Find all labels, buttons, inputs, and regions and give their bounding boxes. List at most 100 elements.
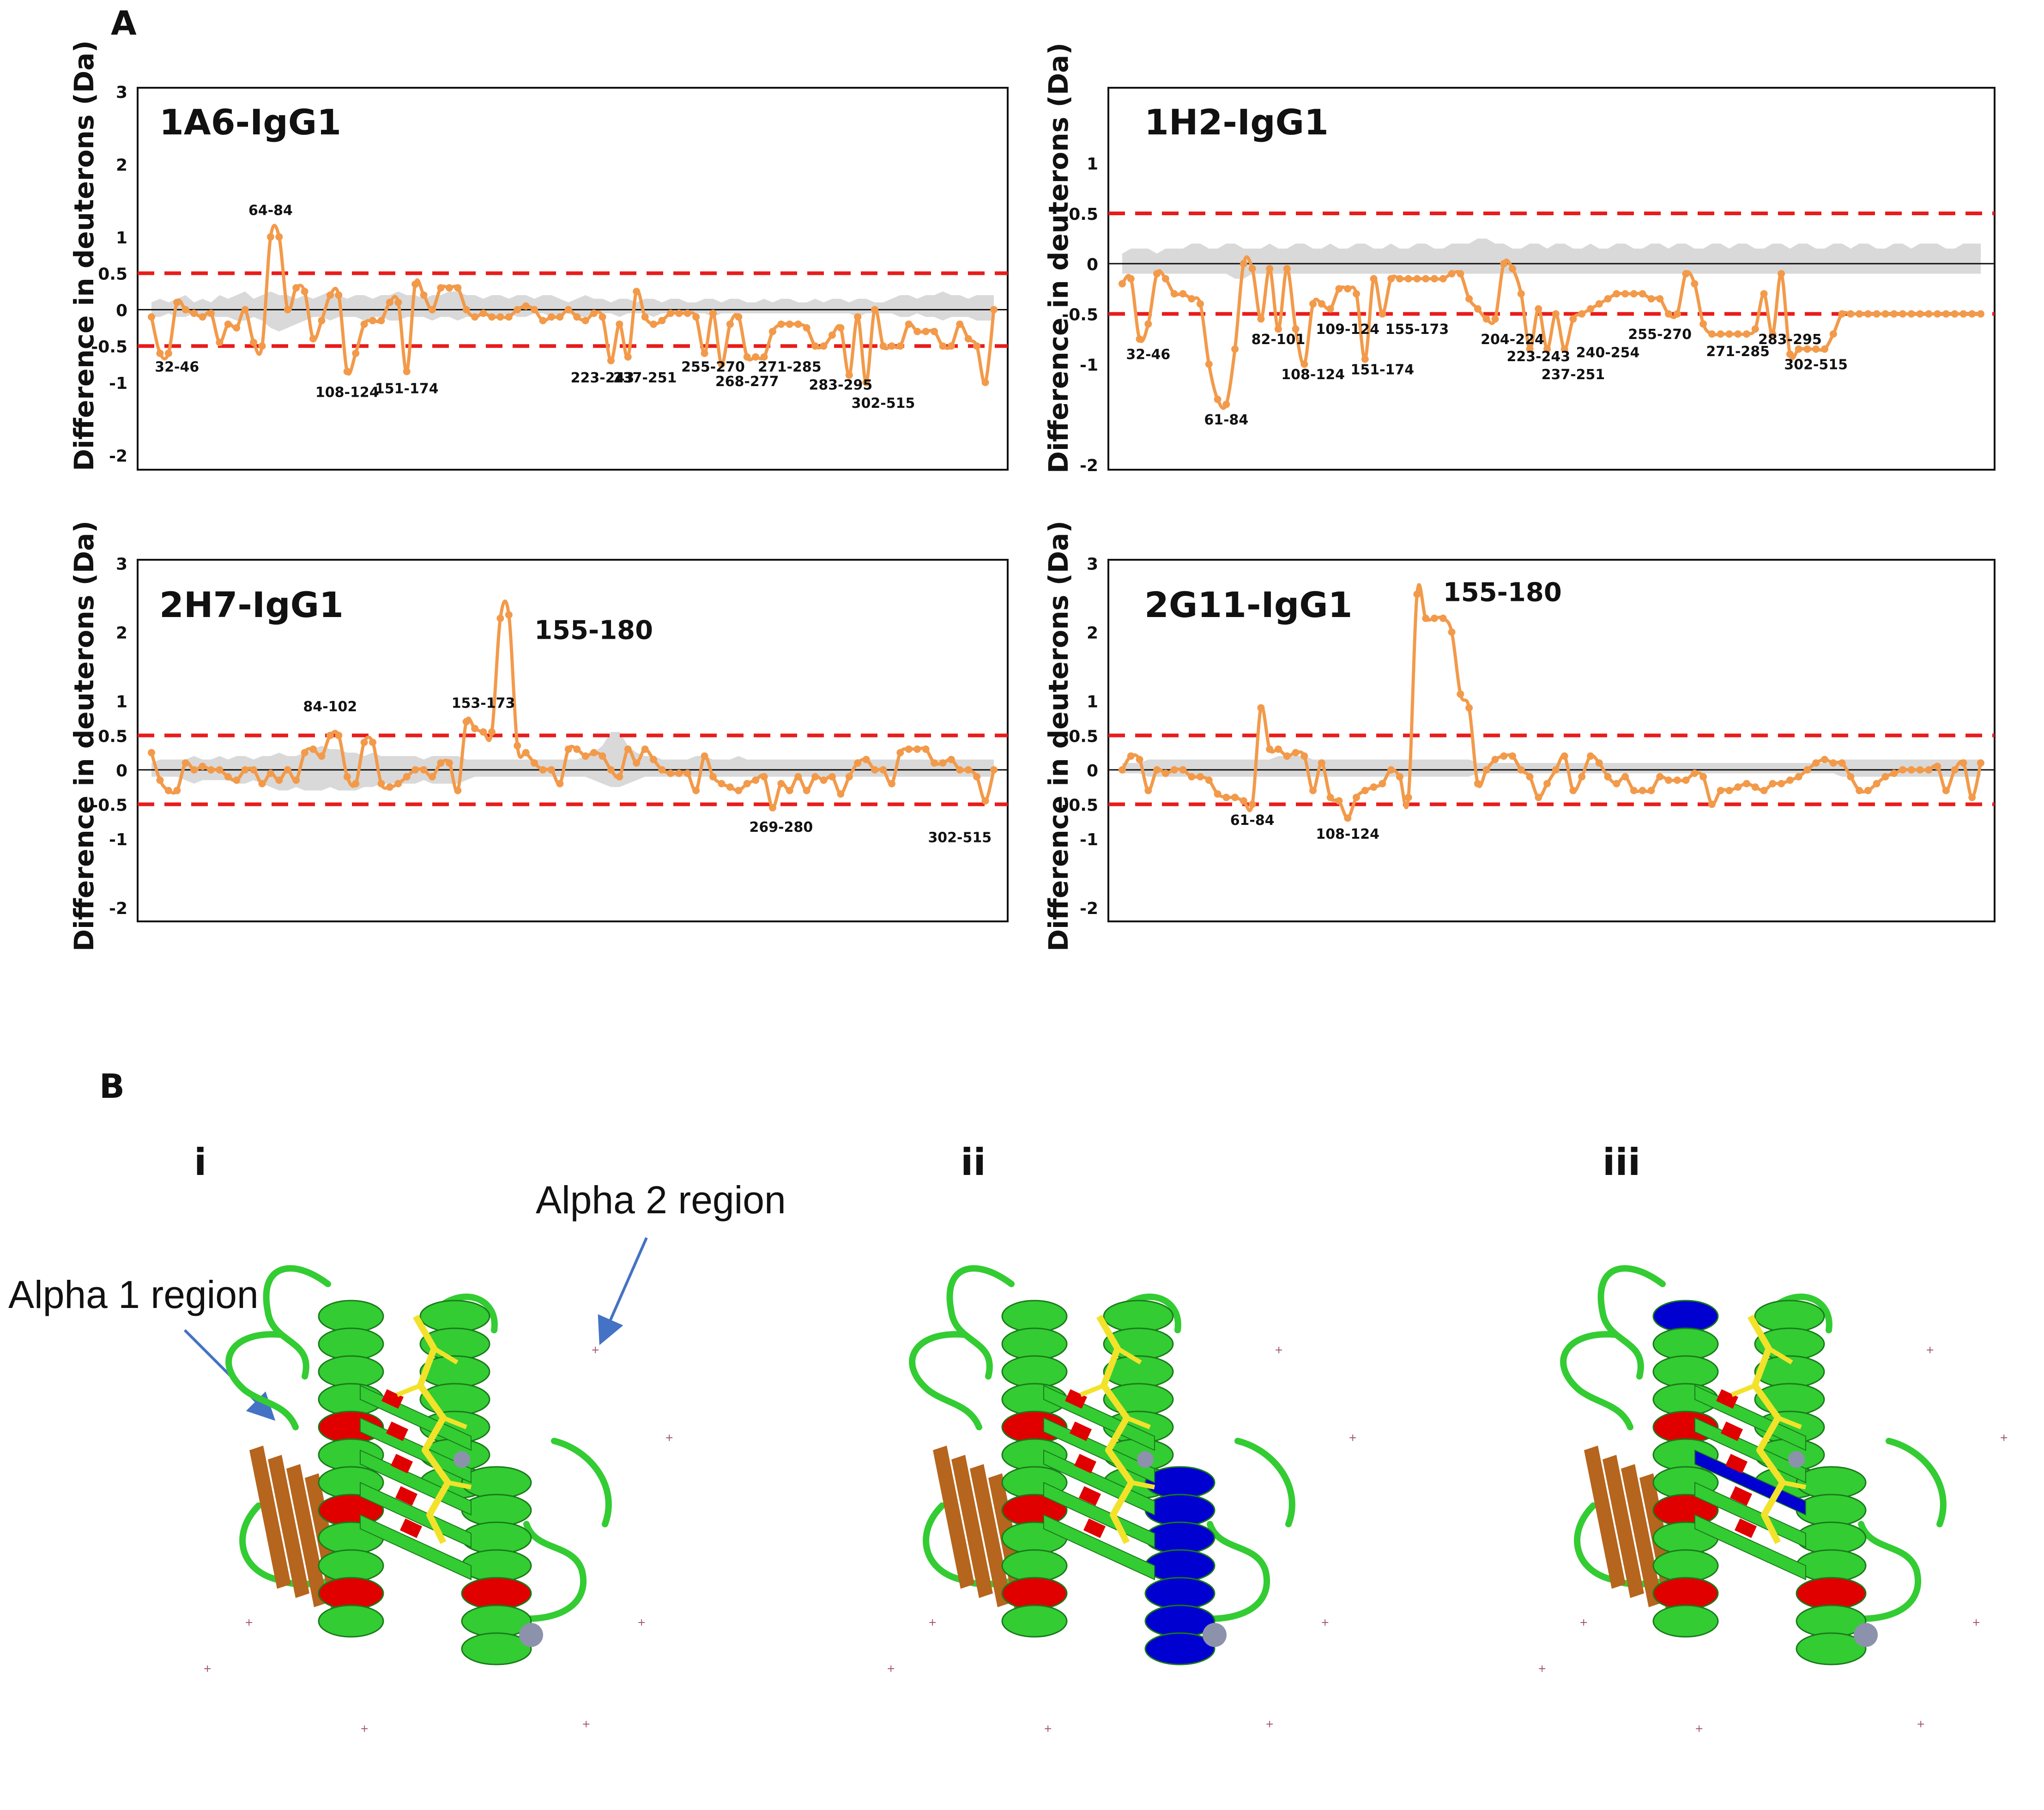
beta-sheet-strand — [360, 1482, 472, 1548]
ligand-sticks — [1096, 1314, 1135, 1544]
data-point — [1205, 360, 1213, 368]
data-point — [1812, 345, 1820, 353]
data-point — [1639, 290, 1646, 298]
loop-coil — [1886, 1438, 1947, 1527]
water-marker: + — [1321, 1617, 1329, 1628]
data-point — [1188, 773, 1196, 781]
alpha-helix-turn — [1652, 1549, 1719, 1582]
data-point — [1500, 752, 1508, 760]
data-point — [1621, 773, 1629, 781]
beta-strand — [268, 1455, 309, 1598]
data-point — [1821, 756, 1828, 763]
chart-1h2-svg: 1 0.5 0 -0.5 -1 -2 32-46 61-84 82-101 108-124 109-… — [1062, 87, 1996, 475]
data-point — [1656, 295, 1664, 303]
data-point — [1604, 773, 1612, 781]
beta-strand — [970, 1464, 1011, 1607]
data-point — [913, 745, 921, 753]
peptide-annotation: 283-295 — [809, 377, 873, 393]
data-point — [1578, 773, 1586, 781]
data-point — [616, 773, 623, 781]
data-point — [1509, 265, 1516, 272]
beta-sheet-strand — [1694, 1514, 1806, 1580]
data-point — [1431, 614, 1438, 622]
data-point — [199, 763, 206, 770]
data-point — [1465, 704, 1473, 712]
data-point — [1292, 749, 1300, 757]
data-point — [1560, 752, 1568, 760]
data-point — [1881, 310, 1889, 318]
data-point — [1942, 787, 1950, 794]
data-point — [233, 776, 241, 784]
data-point — [1396, 773, 1403, 781]
data-point — [1240, 260, 1247, 267]
data-point — [854, 759, 862, 767]
data-point — [845, 371, 853, 379]
alpha-helix-turn — [1652, 1300, 1719, 1333]
ligand-sticks — [412, 1314, 451, 1544]
data-point — [1821, 345, 1828, 353]
data-point — [666, 309, 674, 317]
peptide-annotation: 64-84 — [248, 203, 293, 219]
data-point — [1829, 759, 1837, 767]
data-point — [760, 353, 768, 361]
data-point — [1760, 290, 1768, 298]
data-point — [1916, 766, 1924, 774]
data-point — [726, 783, 734, 791]
data-point — [1309, 300, 1317, 308]
data-point — [590, 749, 598, 757]
water-marker: + — [360, 1723, 369, 1735]
peptide-annotation: 240-254 — [1576, 345, 1640, 361]
data-point — [845, 773, 853, 781]
y-tick-label: 1 — [1087, 693, 1098, 712]
data-point — [1136, 335, 1143, 343]
data-point — [1275, 745, 1282, 753]
alpha-helix-turn — [1796, 1577, 1867, 1610]
data-point — [1682, 270, 1690, 278]
data-point — [1266, 265, 1274, 272]
data-point — [471, 725, 479, 732]
red-region-segment — [1069, 1421, 1092, 1441]
data-point — [1344, 285, 1352, 293]
alpha-helix-turn — [1144, 1521, 1216, 1555]
alpha-helix-turn — [1001, 1327, 1068, 1361]
chart-1h2: 1 0.5 0 -0.5 -1 -2 32-46 61-84 82-101 108-124 109-… — [1022, 0, 2044, 508]
loop-coil — [909, 1331, 982, 1430]
alpha-helix-turn — [1652, 1604, 1719, 1638]
data-point — [547, 313, 555, 321]
plot-frame — [137, 559, 1009, 922]
y-tick-label: 0 — [116, 301, 127, 320]
data-point — [1647, 295, 1655, 303]
red-region-segment — [1083, 1518, 1106, 1538]
peptide-annotation: 302-515 — [928, 829, 992, 846]
water-marker: + — [203, 1663, 212, 1675]
data-point — [743, 353, 751, 361]
data-point — [1673, 776, 1681, 784]
data-point — [514, 306, 521, 314]
data-point — [539, 317, 547, 325]
y-tick-label: 0.5 — [1069, 205, 1098, 224]
data-point — [973, 773, 981, 781]
data-point — [1144, 320, 1152, 328]
alpha2-region-label: Alpha 2 region — [536, 1178, 786, 1222]
chart-1a6: 3 2 1 0.5 0 -0.5 -1 -2 32-46 64-84 108-124 151-174 2… — [0, 0, 1022, 508]
red-region-segment — [386, 1421, 409, 1441]
data-point — [1803, 766, 1811, 774]
data-point — [1257, 315, 1265, 323]
y-tick-label: 0.5 — [98, 265, 127, 284]
data-point — [343, 368, 351, 375]
y-tick-label: 2 — [116, 624, 127, 643]
alpha-helix-turn — [1796, 1494, 1867, 1527]
data-point — [1422, 614, 1430, 622]
peptide-annotation: 269-280 — [750, 819, 813, 835]
data-point — [913, 327, 921, 335]
data-point — [1326, 305, 1334, 313]
data-point — [1743, 780, 1750, 787]
alpha-helix-turn — [1144, 1549, 1216, 1582]
y-tick-label: -2 — [109, 447, 127, 466]
data-point — [173, 787, 181, 794]
data-point — [1353, 793, 1360, 801]
data-point — [1491, 756, 1499, 763]
data-point — [1691, 280, 1699, 288]
data-point — [1413, 275, 1421, 283]
data-point — [896, 342, 904, 350]
